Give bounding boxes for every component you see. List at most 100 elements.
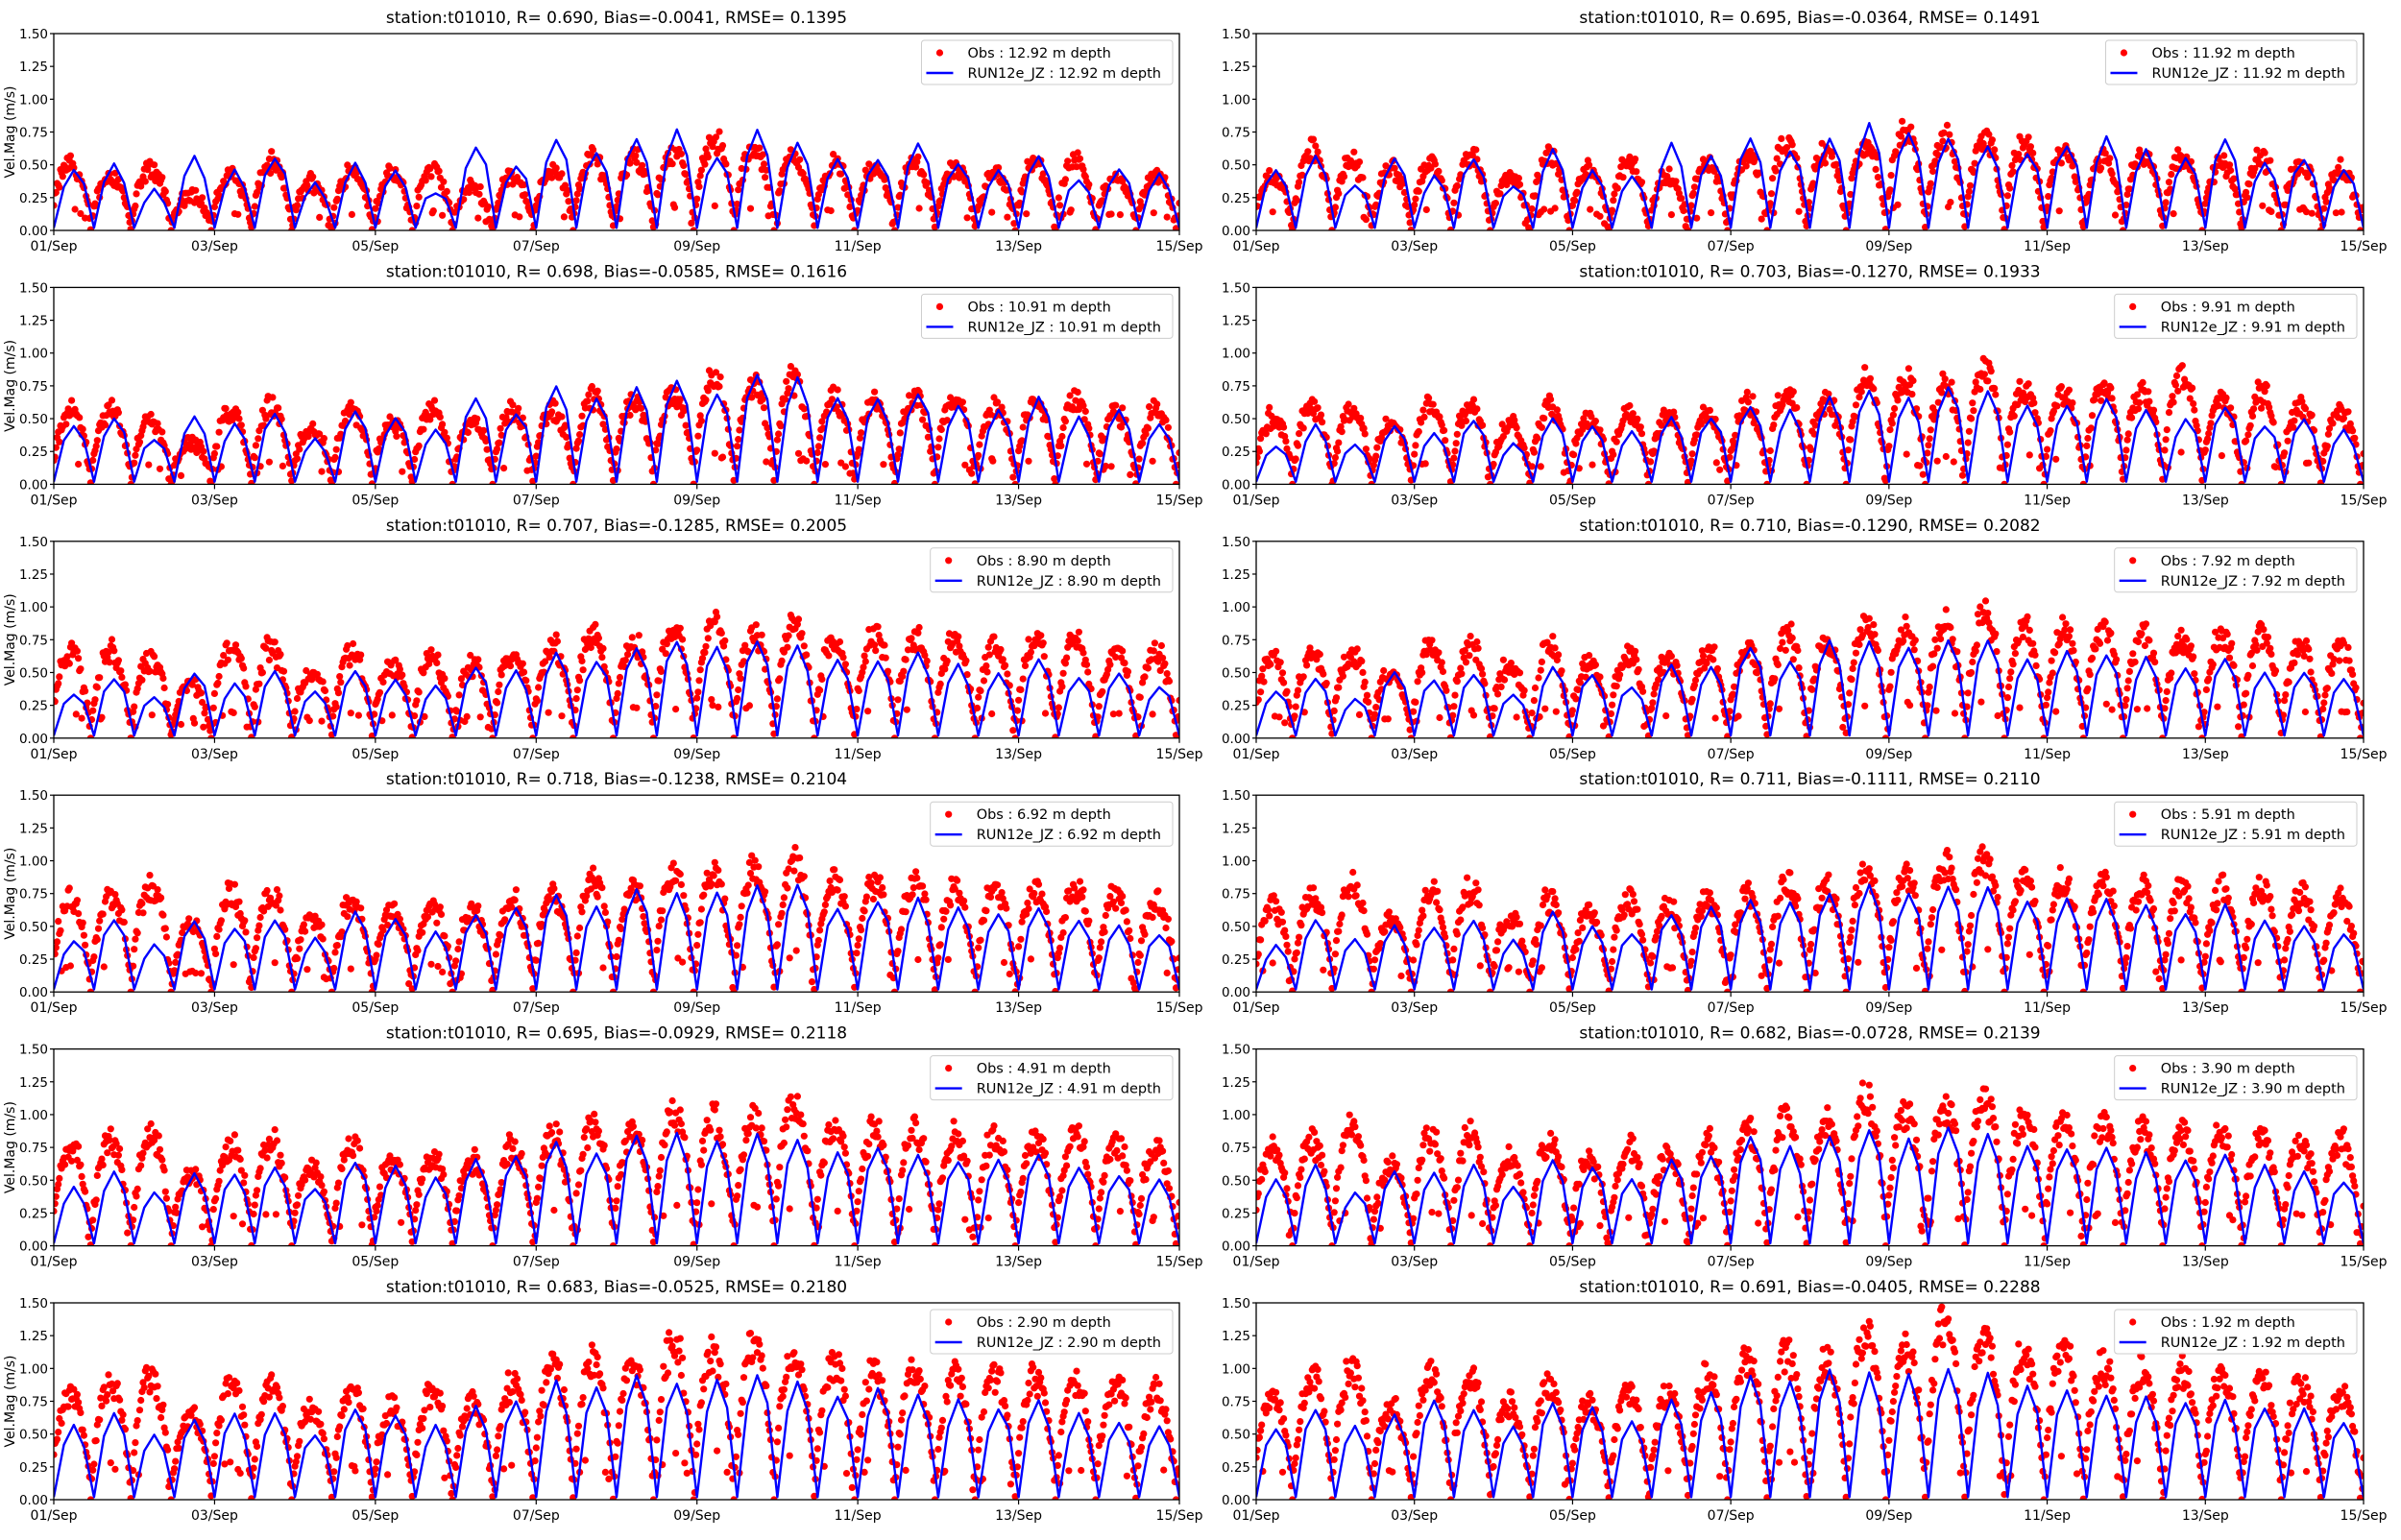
obs-point	[734, 695, 740, 702]
obs-point	[110, 647, 117, 654]
obs-point	[1108, 463, 1115, 469]
obs-point	[420, 426, 426, 433]
obs-point	[1451, 447, 1458, 454]
obs-point	[1362, 430, 1369, 437]
obs-point	[145, 462, 152, 469]
obs-point	[1970, 407, 1977, 414]
obs-point	[1534, 435, 1540, 442]
obs-point	[975, 452, 982, 459]
x-tick-label: 05/Sep	[352, 239, 399, 254]
obs-point	[1164, 214, 1171, 221]
obs-point	[1075, 389, 1081, 396]
obs-point	[576, 677, 583, 684]
obs-point	[2145, 388, 2151, 395]
obs-point	[694, 433, 701, 440]
obs-point	[1127, 471, 1133, 478]
y-tick-label: 1.25	[1222, 314, 1250, 329]
obs-point	[296, 445, 303, 452]
obs-point	[1058, 433, 1065, 440]
obs-point	[309, 174, 316, 180]
obs-point	[117, 667, 124, 674]
obs-point	[1592, 418, 1599, 424]
obs-point	[2264, 382, 2270, 389]
obs-point	[2146, 398, 2152, 405]
obs-point	[1769, 175, 1776, 181]
y-tick-label: 1.25	[19, 314, 48, 329]
obs-point	[753, 621, 760, 628]
obs-point	[705, 635, 712, 641]
obs-point	[590, 146, 596, 153]
obs-point	[376, 689, 383, 696]
obs-point	[68, 397, 75, 404]
obs-point	[2207, 420, 2214, 426]
obs-point	[1296, 430, 1302, 437]
obs-point	[829, 396, 836, 402]
obs-point	[2305, 460, 2312, 467]
obs-point	[2351, 435, 2358, 442]
obs-point	[1062, 176, 1069, 182]
obs-point	[1453, 440, 1460, 446]
obs-point	[2249, 413, 2256, 420]
obs-point	[1968, 415, 1975, 421]
obs-point	[761, 160, 767, 167]
obs-point	[1571, 197, 1578, 204]
y-tick-label: 0.00	[19, 224, 48, 239]
obs-point	[1825, 391, 1831, 397]
obs-point	[708, 696, 715, 703]
obs-point	[1315, 149, 1322, 156]
obs-point	[2107, 385, 2114, 392]
obs-point	[1991, 385, 1998, 392]
obs-point	[715, 129, 722, 135]
obs-point	[1934, 458, 1941, 465]
obs-point	[294, 202, 301, 208]
obs-point	[795, 450, 802, 457]
legend-obs-marker	[2129, 303, 2136, 310]
obs-point	[584, 397, 591, 404]
obs-point	[159, 675, 166, 682]
obs-point	[1293, 455, 1299, 462]
x-tick-label: 07/Sep	[513, 239, 560, 254]
obs-point	[2202, 446, 2209, 453]
obs-point	[474, 215, 481, 222]
obs-point	[594, 388, 601, 395]
obs-point	[1708, 209, 1714, 216]
obs-point	[115, 657, 122, 663]
obs-point	[1554, 406, 1561, 413]
obs-point	[1056, 202, 1063, 208]
obs-point	[2173, 373, 2180, 379]
obs-point	[2025, 380, 2032, 387]
obs-point	[280, 668, 287, 675]
obs-point	[1807, 446, 1814, 453]
obs-point	[1596, 213, 1603, 220]
x-tick-label: 05/Sep	[1549, 493, 1596, 508]
obs-point	[2161, 446, 2168, 453]
obs-point	[333, 446, 340, 453]
obs-point	[1416, 188, 1422, 195]
obs-point	[880, 461, 886, 468]
obs-point	[856, 687, 862, 694]
obs-point	[1680, 207, 1686, 214]
obs-point	[161, 685, 168, 691]
obs-point	[1470, 397, 1477, 403]
obs-point	[2112, 211, 2119, 218]
obs-point	[440, 179, 447, 185]
obs-point	[803, 458, 810, 465]
obs-point	[1539, 424, 1545, 431]
subplot-title: station:t01010, R= 0.690, Bias=-0.0041, …	[386, 9, 847, 28]
obs-point	[1412, 196, 1419, 203]
obs-point	[756, 145, 763, 152]
obs-point	[701, 161, 708, 168]
y-tick-label: 0.25	[19, 191, 48, 206]
obs-point	[858, 429, 864, 436]
y-tick-label: 0.75	[19, 126, 48, 141]
obs-point	[2027, 143, 2034, 150]
obs-point	[822, 461, 829, 468]
x-tick-label: 15/Sep	[2340, 493, 2388, 508]
obs-point	[1966, 428, 1973, 435]
obs-point	[2140, 379, 2146, 386]
obs-point	[333, 704, 340, 710]
obs-point	[1613, 439, 1620, 445]
obs-point	[1023, 210, 1030, 217]
obs-point	[558, 170, 565, 177]
obs-point	[1296, 179, 1302, 185]
